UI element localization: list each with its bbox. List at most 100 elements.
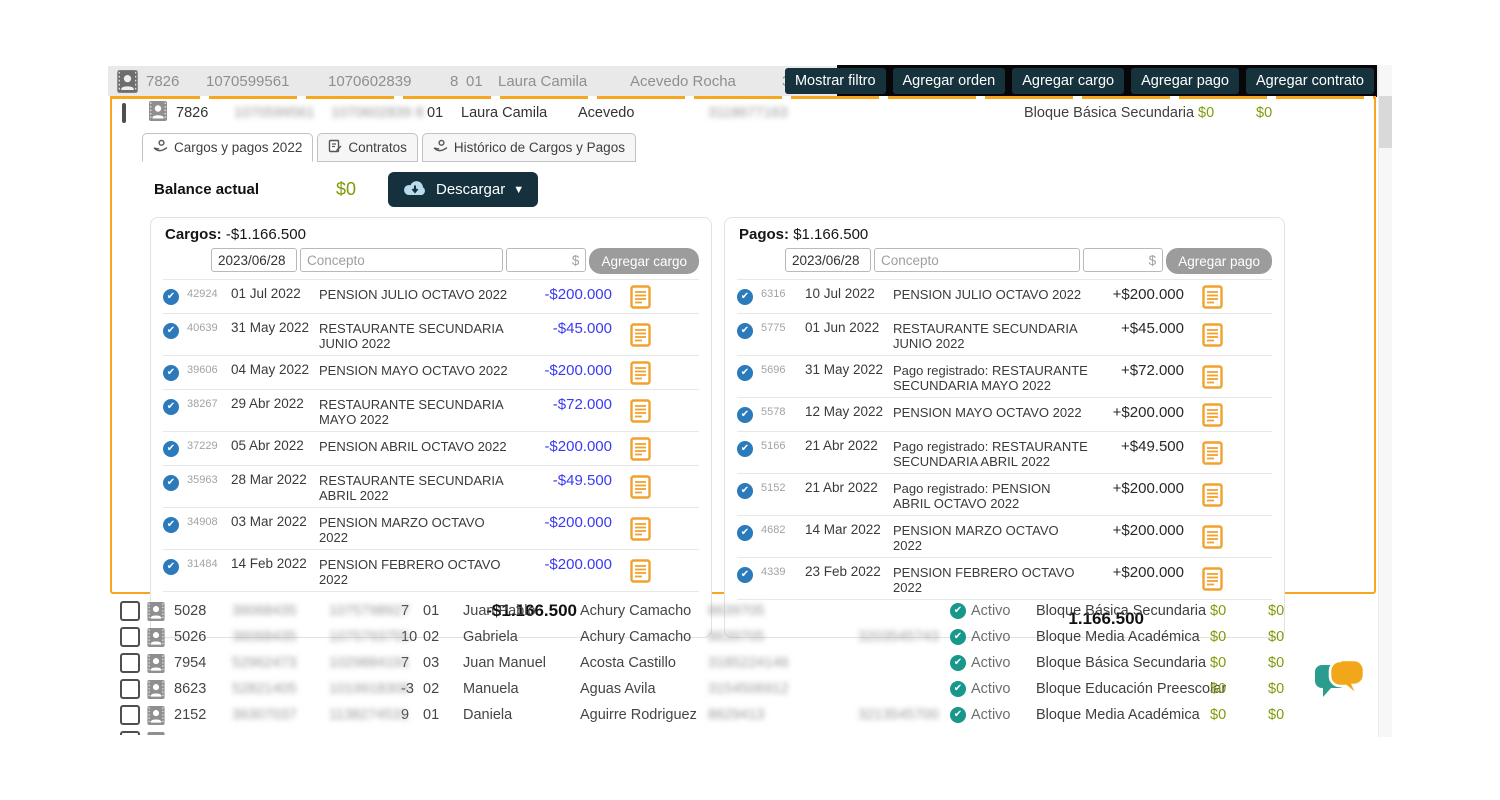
scrollbar-thumb[interactable]	[1379, 96, 1392, 148]
document-icon[interactable]	[1184, 441, 1240, 465]
student-checkbox[interactable]	[120, 627, 140, 647]
row-top-border	[112, 96, 1374, 99]
check-circle-icon[interactable]: ✔	[737, 567, 753, 583]
cargo-row: ✔ 37229 05 Abr 2022 PENSION ABRIL OCTAVO…	[163, 432, 699, 466]
check-circle-icon[interactable]: ✔	[163, 559, 179, 575]
student-checkbox[interactable]	[120, 653, 140, 673]
person-card-icon[interactable]	[146, 653, 174, 674]
document-icon[interactable]	[1184, 365, 1240, 389]
document-icon[interactable]	[1184, 403, 1240, 427]
cargos-date-input[interactable]	[211, 248, 297, 272]
scrollbar-track	[1378, 65, 1392, 737]
student-list-row[interactable]: 5026 36068435 1075793755 10 02 Gabriela …	[110, 624, 1378, 650]
check-circle-icon[interactable]: ✔	[163, 475, 179, 491]
pagos-panel: Pagos: $1.166.500 Agregar pago ✔ 6316 10…	[724, 217, 1285, 638]
row-block: Bloque Educación Preescolar	[1036, 681, 1210, 697]
person-card-icon[interactable]	[146, 601, 174, 622]
document-icon[interactable]	[612, 517, 668, 541]
document-icon[interactable]	[612, 437, 668, 461]
check-circle-icon[interactable]: ✔	[737, 289, 753, 305]
row-phone-blurred: 8629413	[708, 707, 858, 723]
pagos-concept-input[interactable]	[874, 248, 1080, 272]
check-circle-icon[interactable]: ✔	[163, 323, 179, 339]
check-circle-icon[interactable]: ✔	[737, 407, 753, 423]
check-circle-icon[interactable]: ✔	[737, 483, 753, 499]
cargo-id: 34908	[187, 513, 231, 528]
cargos-rows: ✔ 42924 01 Jul 2022 PENSION JULIO OCTAVO…	[163, 279, 699, 592]
person-card-icon[interactable]	[146, 705, 174, 726]
action-button[interactable]: Agregar pago	[1131, 68, 1239, 94]
action-button[interactable]: Mostrar filtro	[785, 68, 886, 94]
check-circle-icon[interactable]: ✔	[163, 289, 179, 305]
check-circle-icon[interactable]: ✔	[737, 323, 753, 339]
page: 7826 1070599561 1070602839 8 01 Laura Ca…	[0, 0, 1500, 800]
header-first-name: Laura Camila	[498, 73, 630, 90]
student-list-row[interactable]: 7954 52962473 1029884191 7 03 Juan Manue…	[110, 650, 1378, 676]
chat-bubbles-logo[interactable]	[1314, 658, 1368, 708]
status-badge: ✔ Activo	[950, 707, 1036, 723]
check-circle-icon[interactable]: ✔	[163, 517, 179, 533]
student-list-row[interactable]: 8623 52821405 1019918306 -3 02 Manuela A…	[110, 676, 1378, 702]
student-checkbox[interactable]	[120, 679, 140, 699]
pago-concept: RESTAURANTE SECUNDARIA JUNIO 2022	[893, 319, 1089, 351]
document-icon[interactable]	[612, 323, 668, 347]
pago-id: 5152	[761, 479, 805, 494]
cargo-date: 05 Abr 2022	[231, 437, 319, 453]
download-button[interactable]: Descargar ▼	[388, 172, 538, 207]
cargo-amount: -$72.000	[517, 395, 612, 413]
check-circle-icon[interactable]: ✔	[163, 441, 179, 457]
action-button[interactable]: Agregar orden	[893, 68, 1006, 94]
document-icon[interactable]	[1184, 525, 1240, 549]
agregar-cargo-button[interactable]: Agregar cargo	[589, 248, 699, 274]
hand-coin-icon	[153, 139, 168, 156]
check-circle-icon[interactable]: ✔	[163, 399, 179, 415]
student-row-header[interactable]: 7826 1070599561 1070602839 8 01 Laura Ca…	[112, 96, 1374, 129]
document-icon[interactable]	[612, 399, 668, 423]
student-phone-blurred: 3118677163	[708, 105, 858, 121]
tab-historico[interactable]: Histórico de Cargos y Pagos	[422, 133, 636, 162]
document-icon[interactable]	[1184, 285, 1240, 309]
tab-contratos[interactable]: Contratos	[317, 133, 418, 162]
header-student-id: 7826	[146, 73, 206, 90]
row-id: 8623	[174, 681, 232, 697]
student-group: 01	[427, 105, 461, 121]
document-icon[interactable]	[612, 559, 668, 583]
cargos-concept-input[interactable]	[300, 248, 503, 272]
pago-amount: +$72.000	[1089, 361, 1184, 379]
cargo-amount: -$200.000	[517, 285, 612, 303]
row-first-name: Daniela	[463, 707, 580, 723]
student-list-row[interactable]: 5028 36068435 1075798927 7 01 Juan Pablo…	[110, 598, 1378, 624]
pagos-date-input[interactable]	[785, 248, 871, 272]
student-block: Bloque Básica Secundaria	[1024, 105, 1198, 121]
person-card-icon[interactable]	[146, 679, 174, 700]
pago-date: 01 Jun 2022	[805, 319, 893, 335]
row-block: Bloque Básica Secundaria	[1036, 603, 1210, 619]
tab-cargos-y-pagos[interactable]: Cargos y pagos 2022	[142, 133, 313, 162]
agregar-pago-button[interactable]: Agregar pago	[1166, 248, 1272, 274]
student-list-row[interactable]: 2152 36307037 1138274531 9 01 Daniela Ag…	[110, 702, 1378, 728]
cargos-amount-input[interactable]	[506, 248, 586, 272]
document-icon[interactable]	[1184, 567, 1240, 591]
action-button[interactable]: Agregar contrato	[1246, 68, 1374, 94]
check-circle-icon[interactable]: ✔	[737, 525, 753, 541]
check-circle-icon[interactable]: ✔	[737, 365, 753, 381]
student-doc2-blurred: 1070602839 8	[331, 105, 427, 121]
document-icon[interactable]	[612, 361, 668, 385]
person-card-icon[interactable]	[146, 627, 174, 648]
check-circle-icon[interactable]: ✔	[163, 365, 179, 381]
row-doc2-blurred: 1075798927	[329, 603, 401, 619]
action-button[interactable]: Agregar cargo	[1012, 68, 1124, 94]
student-checkbox[interactable]	[120, 601, 140, 621]
person-card-icon[interactable]	[148, 100, 176, 126]
pago-row: ✔ 6316 10 Jul 2022 PENSION JULIO OCTAVO …	[737, 280, 1272, 314]
cargo-date: 28 Mar 2022	[231, 471, 319, 487]
student-checkbox[interactable]	[120, 705, 140, 725]
document-icon[interactable]	[612, 475, 668, 499]
student-doc1-blurred: 1070599561	[234, 105, 331, 121]
student-checkbox[interactable]	[122, 103, 126, 123]
check-circle-icon[interactable]: ✔	[737, 441, 753, 457]
document-icon[interactable]	[1184, 483, 1240, 507]
pagos-amount-input[interactable]	[1083, 248, 1163, 272]
document-icon[interactable]	[612, 285, 668, 309]
document-icon[interactable]	[1184, 323, 1240, 347]
